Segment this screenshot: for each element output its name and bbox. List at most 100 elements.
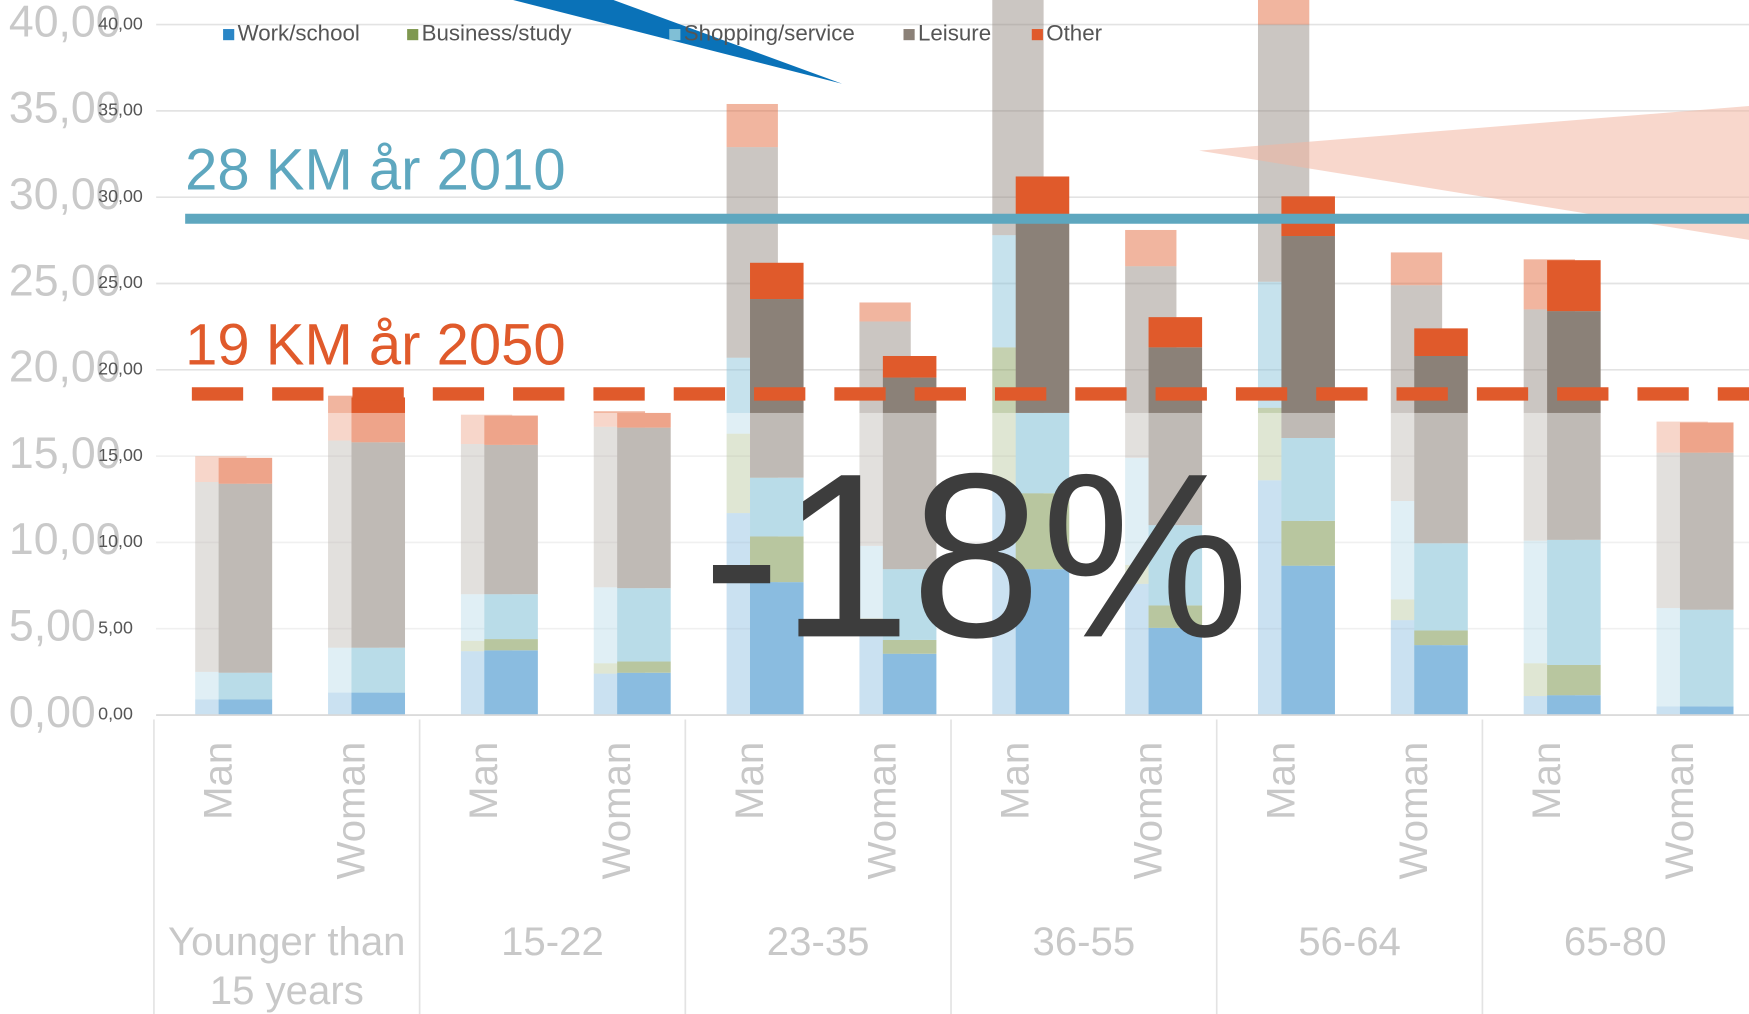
y-tick-label: 40,00 (98, 13, 143, 33)
bg-bar (859, 302, 911, 322)
bg-y-tick-label: 15,00 (9, 429, 121, 478)
bar (1148, 627, 1203, 716)
bar (617, 672, 671, 716)
group-label-box: 15-22 (501, 918, 604, 964)
bar (1148, 317, 1203, 348)
y-tick-label: 0,00 (98, 704, 133, 724)
group-label-box: Younger than 15 years (168, 918, 406, 1013)
x-tick-label: Man (195, 742, 240, 820)
bar (1679, 706, 1734, 716)
group-label: 65-80 (1563, 918, 1667, 964)
annotation: -18% (703, 424, 1250, 686)
bar (617, 588, 671, 662)
bar (218, 483, 273, 673)
bar (1015, 493, 1070, 570)
group-label: Younger than 15 years (168, 918, 406, 1013)
legend-label: Shopping/service (684, 21, 855, 46)
group-label: 56-64 (1298, 918, 1401, 964)
bar (1281, 236, 1335, 438)
bar (351, 692, 406, 716)
x-tick-label: Woman (1125, 742, 1170, 880)
bar (218, 672, 273, 700)
legend-swatch (1031, 29, 1043, 41)
legend-label: Leisure (918, 21, 991, 46)
bar (1414, 355, 1468, 544)
decor-wedge-blue (0, 0, 843, 84)
x-tick-label: Woman (594, 742, 639, 880)
bg-y-tick-label: 40,00 (9, 0, 121, 46)
bar (1281, 437, 1335, 521)
bar (1547, 695, 1601, 716)
bar (1547, 311, 1601, 540)
bg-bar (1390, 252, 1443, 286)
bar (351, 647, 406, 693)
bar (882, 355, 937, 378)
y-tick-label: 10,00 (98, 531, 143, 551)
bg-y-tick-label: 0,00 (9, 688, 96, 737)
y-tick-label: 25,00 (98, 272, 143, 292)
bar (1015, 176, 1070, 216)
bar (1015, 569, 1070, 716)
bar (1414, 328, 1468, 356)
group-label: 36-55 (1032, 918, 1136, 964)
bar (617, 427, 671, 589)
bar (1679, 609, 1734, 707)
legend-swatch (669, 29, 681, 41)
bar (484, 650, 538, 716)
y-tick-label: 15,00 (98, 445, 143, 465)
bar (1679, 452, 1734, 610)
bar (882, 639, 937, 654)
group-label-box: 23-35 (766, 918, 870, 964)
bar (882, 653, 937, 716)
wash (156, 412, 1749, 716)
bg-y-tick-label: 25,00 (9, 256, 121, 305)
bar (484, 415, 538, 445)
bar (1414, 630, 1468, 646)
group-label: 23-35 (766, 918, 870, 964)
bar (484, 444, 538, 595)
reference-label: 19 KM år 2050 (185, 313, 565, 378)
x-tick-label: Man (993, 742, 1038, 820)
legend-label: Work/school (238, 21, 360, 46)
x-tick-label: Woman (1657, 742, 1702, 880)
bar (882, 569, 937, 640)
legend-swatch (407, 29, 419, 41)
y-tick-label: 5,00 (98, 617, 133, 637)
x-tick-label: Man (1258, 742, 1303, 820)
bar (1281, 520, 1335, 566)
bar (1015, 412, 1070, 494)
y-tick-label: 35,00 (98, 100, 143, 120)
bar (218, 457, 273, 484)
x-tick-label: Woman (860, 742, 905, 880)
bar (1547, 539, 1601, 665)
bg-bar (726, 103, 778, 148)
bg-y-tick-label: 30,00 (9, 170, 121, 219)
bg-bar (1125, 229, 1177, 267)
bar (750, 477, 804, 537)
bg-y-tick-label: 5,00 (9, 602, 96, 651)
bar (750, 536, 804, 583)
bar (1015, 215, 1070, 413)
bar (750, 582, 804, 716)
bar (351, 442, 406, 648)
bg-y-tick-label: 10,00 (9, 515, 121, 564)
x-tick-label: Woman (328, 742, 373, 880)
bar (1148, 605, 1203, 628)
bar (1414, 543, 1468, 631)
bar (882, 377, 937, 570)
bar (1414, 645, 1468, 716)
group-label-box: 65-80 (1563, 918, 1667, 964)
x-tick-label: Man (727, 742, 772, 820)
bar (1281, 565, 1335, 716)
reference-label: 28 KM år 2010 (185, 137, 565, 202)
legend-label: Business/study (422, 21, 573, 46)
bar (1547, 260, 1601, 312)
group-label-box: 36-55 (1032, 918, 1136, 964)
x-tick-label: Man (461, 742, 506, 820)
bar (351, 397, 406, 443)
y-tick-label: 20,00 (98, 359, 143, 379)
bar (218, 699, 273, 716)
bar (1148, 525, 1203, 606)
group-label-box: 56-64 (1298, 918, 1401, 964)
